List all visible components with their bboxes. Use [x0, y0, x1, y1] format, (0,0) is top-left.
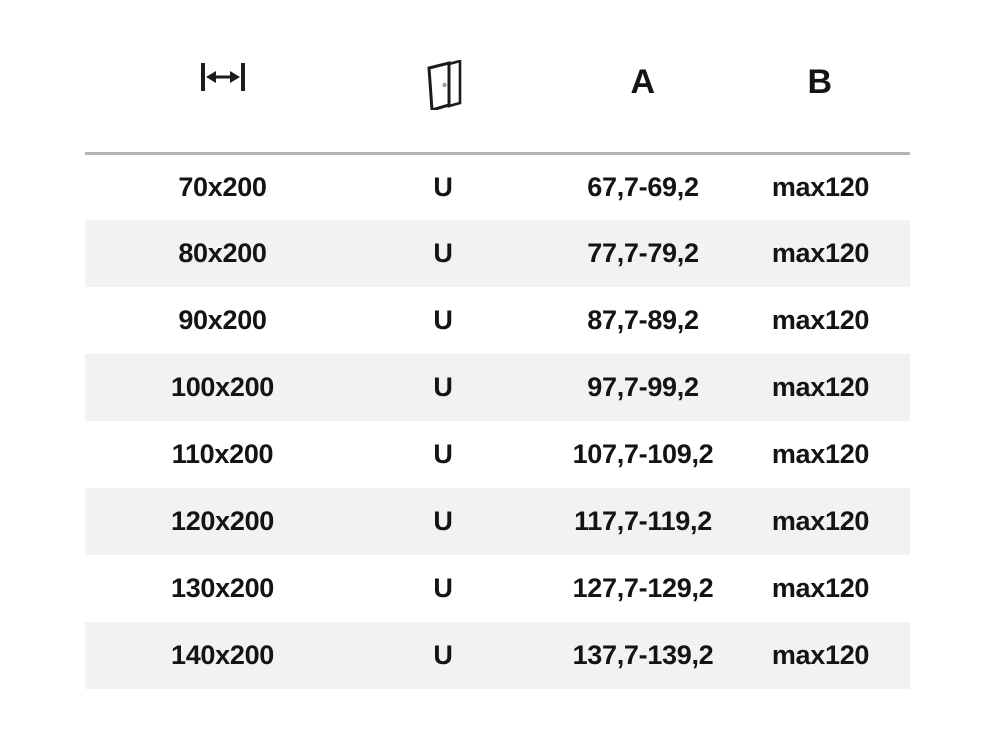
table-header: A B [85, 40, 910, 155]
door-type-cell: U [433, 238, 453, 268]
column-header-door-type [360, 40, 526, 155]
b-max-cell: max120 [771, 506, 870, 536]
b-max-cell: max120 [771, 171, 870, 202]
door-type-cell: U [433, 372, 453, 402]
column-a-label: A [630, 63, 656, 101]
column-b-label: B [807, 63, 833, 101]
size-cell: 130x200 [170, 573, 274, 603]
column-header-b: B [760, 40, 910, 155]
a-range-cell: 97,7-99,2 [587, 372, 699, 402]
door-type-cell: U [433, 506, 453, 536]
a-range-cell: 107,7-109,2 [572, 439, 714, 469]
door-icon [427, 60, 462, 110]
table-row: 130x200 U 127,7-129,2 max120 [85, 555, 910, 622]
a-range-cell: 67,7-69,2 [587, 171, 699, 202]
size-cell: 140x200 [170, 640, 274, 670]
width-arrow-icon [200, 63, 245, 91]
b-max-cell: max120 [771, 238, 870, 268]
table-row: 70x200 U 67,7-69,2 max120 [85, 153, 910, 220]
size-spec-table: A B 70x200 U 67,7-69,2 max120 80x200 U 7… [85, 40, 910, 689]
b-max-cell: max120 [771, 372, 870, 402]
door-type-cell: U [433, 573, 453, 603]
column-header-size [85, 40, 360, 155]
header-row: A B [85, 40, 910, 155]
a-range-cell: 127,7-129,2 [572, 573, 714, 603]
door-type-cell: U [433, 305, 453, 335]
table-row: 140x200 U 137,7-139,2 max120 [85, 622, 910, 689]
b-max-cell: max120 [771, 640, 870, 670]
door-type-cell: U [433, 439, 453, 469]
b-max-cell: max120 [771, 439, 870, 469]
size-cell: 100x200 [170, 372, 274, 402]
door-type-cell: U [433, 171, 453, 202]
a-range-cell: 87,7-89,2 [587, 305, 699, 335]
b-max-cell: max120 [771, 573, 870, 603]
table-row: 100x200 U 97,7-99,2 max120 [85, 354, 910, 421]
table-row: 120x200 U 117,7-119,2 max120 [85, 488, 910, 555]
column-header-a: A [526, 40, 760, 155]
table-body: 70x200 U 67,7-69,2 max120 80x200 U 77,7-… [85, 153, 910, 689]
a-range-cell: 137,7-139,2 [572, 640, 714, 670]
table-row: 80x200 U 77,7-79,2 max120 [85, 220, 910, 287]
door-type-cell: U [433, 640, 453, 670]
size-cell: 90x200 [178, 305, 267, 335]
size-cell: 70x200 [178, 171, 267, 202]
table-row: 90x200 U 87,7-89,2 max120 [85, 287, 910, 354]
size-cell: 80x200 [178, 238, 267, 268]
size-cell: 110x200 [171, 439, 274, 469]
a-range-cell: 117,7-119,2 [574, 506, 712, 536]
b-max-cell: max120 [771, 305, 870, 335]
table-row: 110x200 U 107,7-109,2 max120 [85, 421, 910, 488]
size-cell: 120x200 [170, 506, 274, 536]
a-range-cell: 77,7-79,2 [587, 238, 699, 268]
